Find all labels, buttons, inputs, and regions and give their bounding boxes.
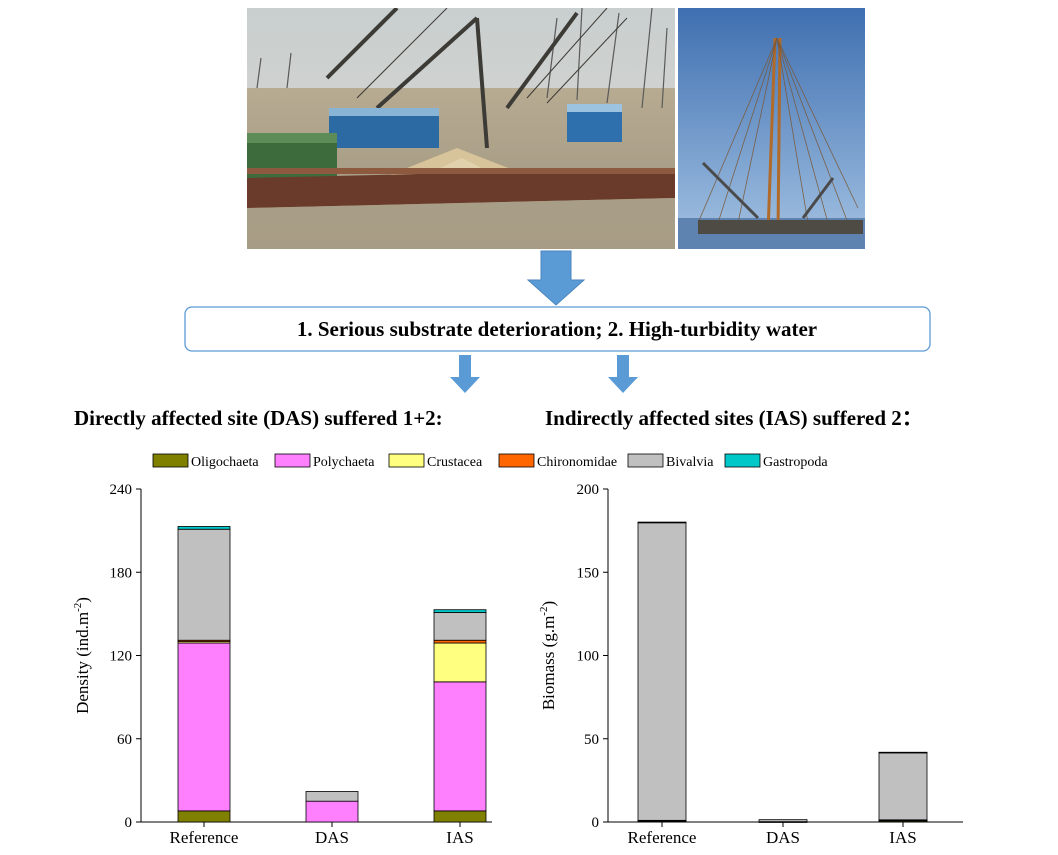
density-y-axis-title: Density (ind.m-2) xyxy=(72,597,92,714)
ias-subheading: Indirectly affected sites (IAS) suffered… xyxy=(545,406,923,430)
density-bar-ias-gastropoda xyxy=(433,609,487,613)
legend-label-crustacea: Crustacea xyxy=(427,455,483,470)
legend-item-gastropoda: Gastropoda xyxy=(724,453,828,470)
biomass-bar-ias-gastropoda xyxy=(878,751,928,754)
density-y-tick-label: 240 xyxy=(110,482,133,498)
down-arrow-das xyxy=(450,355,480,393)
legend-label-bivalvia: Bivalvia xyxy=(666,455,714,470)
legend-label-chironomidae: Chironomidae xyxy=(537,455,617,470)
down-arrow-ias xyxy=(608,355,638,393)
legend-label-gastropoda: Gastropoda xyxy=(763,455,828,470)
density-bar-ias-chironomidae xyxy=(433,639,487,644)
density-bar-das-polychaeta xyxy=(305,800,359,823)
legend-swatch-crustacea xyxy=(388,453,425,468)
density-bar-das-bivalvia xyxy=(305,791,359,802)
density-bar-reference-polychaeta xyxy=(177,642,231,812)
biomass-y-tick-label: 200 xyxy=(577,482,600,498)
legend-swatch-polychaeta xyxy=(274,453,311,468)
biomass-chart: 0 50 100 150 200 Reference DAS IAS Biomass (g.m-… xyxy=(538,482,963,847)
legend-label-oligochaeta: Oligochaeta xyxy=(191,455,259,470)
legend-item-chironomidae: Chironomidae xyxy=(498,453,617,470)
down-arrow-main xyxy=(526,250,586,306)
density-x-tick-label: DAS xyxy=(315,828,349,847)
legend-swatch-bivalvia xyxy=(627,453,664,468)
biomass-x-tick-label: Reference xyxy=(628,828,697,847)
density-x-tick-label: IAS xyxy=(446,828,473,847)
density-bar-reference-bivalvia xyxy=(177,528,231,641)
biomass-y-tick-label: 0 xyxy=(592,815,600,831)
biomass-y-tick-label: 100 xyxy=(577,649,600,665)
biomass-x-tick-label: IAS xyxy=(889,828,916,847)
biomass-bar-reference-bivalvia xyxy=(637,521,687,821)
legend-swatch-oligochaeta xyxy=(152,453,189,468)
biomass-x-tick-label: DAS xyxy=(766,828,800,847)
density-y-tick-label: 120 xyxy=(110,649,133,665)
legend-label-polychaeta: Polychaeta xyxy=(313,455,375,470)
density-x-tick-label: Reference xyxy=(170,828,239,847)
biomass-bar-das-bivalvia xyxy=(758,819,808,823)
biomass-y-tick-label: 150 xyxy=(577,565,600,581)
biomass-y-tick-label: 50 xyxy=(584,732,599,748)
biomass-y-axis-title: Biomass (g.m-2) xyxy=(538,601,558,710)
density-bar-ias-oligochaeta xyxy=(433,810,487,823)
biomass-bar-reference-gastropoda xyxy=(637,521,687,524)
density-y-tick-label: 60 xyxy=(117,732,132,748)
legend: Oligochaeta Polychaeta Crustacea Chironomid… xyxy=(152,453,828,470)
sand-dredging-barges-photo xyxy=(247,8,675,249)
biomass-bar-ias-bivalvia xyxy=(878,752,928,821)
headline-text: 1. Serious substrate deterioration; 2. H… xyxy=(297,317,817,341)
density-bar-reference-oligochaeta xyxy=(177,810,231,823)
legend-swatch-chironomidae xyxy=(498,453,535,468)
headline-box xyxy=(184,306,931,352)
legend-item-polychaeta: Polychaeta xyxy=(274,453,375,470)
legend-swatch-gastropoda xyxy=(724,453,761,468)
das-subheading: Directly affected site (DAS) suffered 1+… xyxy=(74,406,443,430)
density-y-tick-label: 180 xyxy=(110,565,133,581)
density-bar-reference-gastropoda xyxy=(177,526,231,530)
legend-item-crustacea: Crustacea xyxy=(388,453,483,470)
legend-item-bivalvia: Bivalvia xyxy=(627,453,714,470)
dredging-derrick-photo xyxy=(678,8,865,249)
legend-item-oligochaeta: Oligochaeta xyxy=(152,453,259,470)
density-y-tick-label: 0 xyxy=(125,815,133,831)
density-bar-ias-bivalvia xyxy=(433,612,487,641)
density-bar-ias-polychaeta xyxy=(433,681,487,812)
density-chart: 0 60 120 180 240 Reference DAS IAS Density (ind.… xyxy=(72,482,492,847)
density-bar-ias-crustacea xyxy=(433,642,487,683)
